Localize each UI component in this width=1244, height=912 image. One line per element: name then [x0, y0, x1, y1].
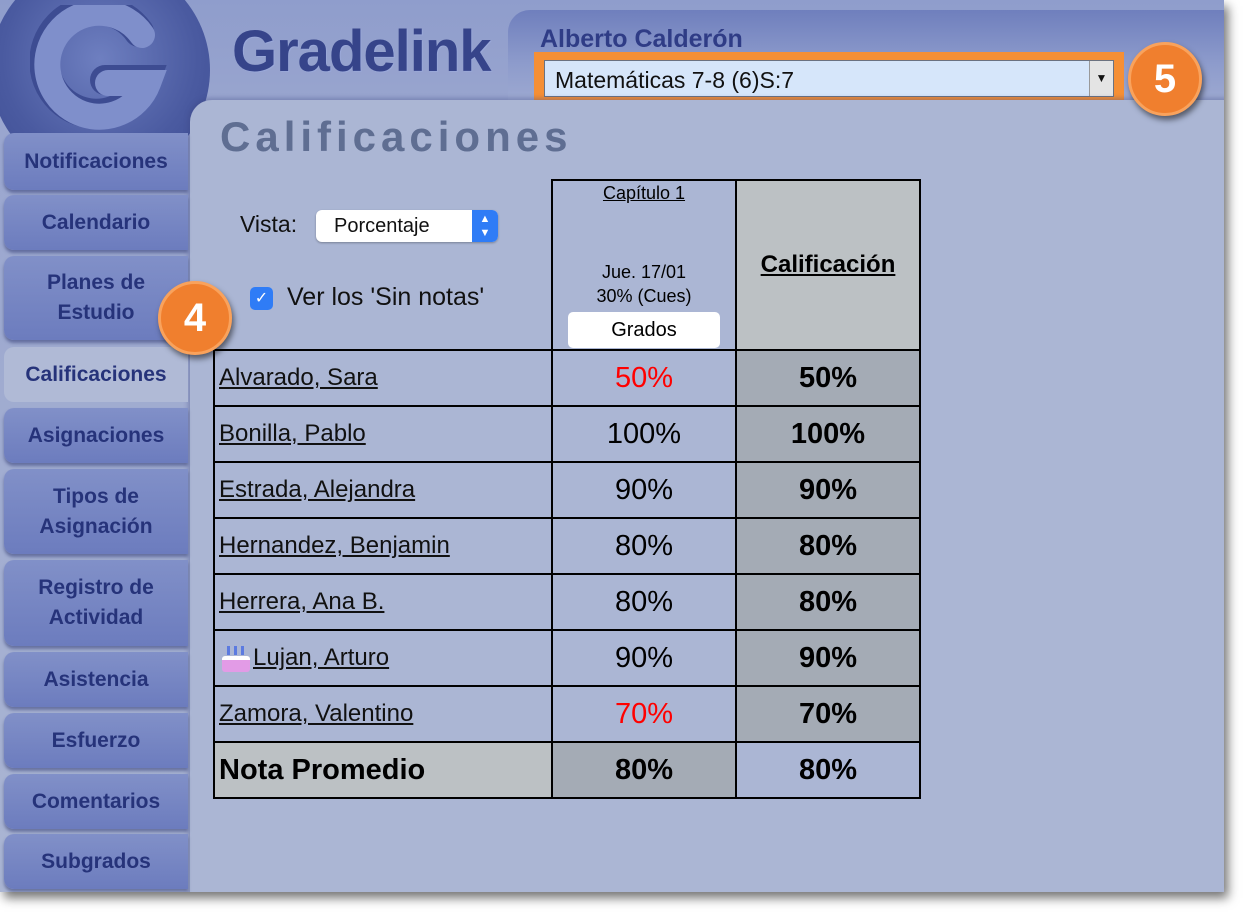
sidebar-item-subgrados[interactable]: Subgrados [4, 834, 188, 889]
brand-name: Gradelink [232, 19, 492, 84]
table-header-row: Capítulo 1 Jue. 17/01 30% (Cues) Grados C… [214, 179, 921, 351]
course-select[interactable]: Matemáticas 7-8 (6)S:7 ▼ [544, 60, 1114, 97]
sidebar-item-label: Asignaciones [27, 423, 165, 447]
student-cell: Hernandez, Benjamin [213, 517, 553, 575]
grados-button[interactable]: Grados [568, 312, 720, 348]
sidebar-item-label: Asistencia [43, 667, 149, 691]
dropdown-arrow-icon[interactable]: ▼ [1089, 61, 1113, 96]
sidebar-item-notificaciones[interactable]: Notificaciones [4, 133, 188, 190]
student-cell: Bonilla, Pablo [213, 405, 553, 463]
student-cell: Alvarado, Sara [213, 349, 553, 407]
student-name-link[interactable]: Herrera, Ana B. [219, 588, 385, 615]
final-grade: 80% [735, 573, 921, 631]
table-row: Lujan, Arturo 90% 90% [213, 629, 921, 687]
table-row: Zamora, Valentino 70% 70% [213, 685, 921, 743]
student-name-link[interactable]: Estrada, Alejandra [219, 476, 416, 503]
sidebar-item-asignaciones[interactable]: Asignaciones [4, 408, 188, 463]
table-row: Estrada, Alejandra 90% 90% [213, 461, 921, 519]
sidebar-item-label: Notificaciones [24, 149, 168, 173]
sidebar-item-registro[interactable]: Registro de Actividad [4, 560, 188, 646]
user-name: Alberto Calderón [540, 25, 743, 53]
table-row: Herrera, Ana B. 80% 80% [213, 573, 921, 631]
final-grade: 100% [735, 405, 921, 463]
student-cell: Lujan, Arturo [213, 629, 553, 687]
student-name-link[interactable]: Zamora, Valentino [219, 700, 414, 727]
student-cell: Estrada, Alejandra [213, 461, 553, 519]
assignment-score[interactable]: 50% [551, 349, 737, 407]
birthday-cake-icon [219, 644, 253, 673]
assignment-score[interactable]: 70% [551, 685, 737, 743]
sidebar-item-planes[interactable]: Planes de Estudio [4, 256, 188, 340]
sidebar-item-label: Tipos de Asignación [39, 484, 153, 538]
sidebar-item-tipos[interactable]: Tipos de Asignación [4, 469, 188, 554]
sidebar-item-label: Calificaciones [25, 362, 167, 386]
assignment-score[interactable]: 100% [551, 405, 737, 463]
grades-table: Capítulo 1 Jue. 17/01 30% (Cues) Grados C… [213, 179, 921, 799]
sidebar-item-esfuerzo[interactable]: Esfuerzo [4, 713, 188, 768]
assignment-score[interactable]: 80% [551, 573, 737, 631]
sidebar-item-label: Comentarios [31, 789, 161, 813]
student-cell: Herrera, Ana B. [213, 573, 553, 631]
assignment-header: Capítulo 1 Jue. 17/01 30% (Cues) Grados [551, 179, 737, 351]
average-label: Nota Promedio [213, 741, 553, 799]
course-value: Matemáticas 7-8 (6)S:7 [555, 67, 795, 93]
assignment-weight: 30% (Cues) [596, 286, 692, 306]
sidebar-item-label: Calendario [41, 210, 151, 234]
assignment-title-link[interactable]: Capítulo 1 [602, 183, 686, 203]
final-grade: 90% [735, 629, 921, 687]
assignment-date: Jue. 17/01 [601, 262, 687, 282]
sidebar-item-asistencia[interactable]: Asistencia [4, 652, 188, 707]
sidebar-item-label: Esfuerzo [51, 728, 141, 752]
sidebar-item-comentarios[interactable]: Comentarios [4, 774, 188, 829]
sidebar-item-label: Subgrados [41, 849, 151, 873]
course-highlight: Matemáticas 7-8 (6)S:7 ▼ [534, 52, 1124, 105]
sidebar-item-label: Registro de Actividad [38, 576, 154, 629]
table-row: Hernandez, Benjamin 80% 80% [213, 517, 921, 575]
assignment-score[interactable]: 90% [551, 461, 737, 519]
app-window: Gradelink Alberto Calderón Matemáticas 7… [0, 0, 1224, 892]
sidebar-item-label: Planes de Estudio [46, 271, 146, 324]
grade-header[interactable]: Calificación [735, 179, 921, 351]
average-score: 80% [551, 741, 737, 799]
final-grade: 90% [735, 461, 921, 519]
sidebar-item-calificaciones[interactable]: Calificaciones [4, 347, 188, 402]
sidebar-item-calendario[interactable]: Calendario [4, 195, 188, 250]
table-row: Bonilla, Pablo 100% 100% [213, 405, 921, 463]
table-row: Alvarado, Sara 50% 50% [213, 349, 921, 407]
callout-badge: 5 [1128, 42, 1202, 116]
header-blank [214, 180, 553, 351]
logo-g-mark [30, 5, 167, 130]
average-grade: 80% [735, 741, 921, 799]
final-grade: 80% [735, 517, 921, 575]
average-row: Nota Promedio 80% 80% [213, 741, 921, 799]
assignment-score[interactable]: 90% [551, 629, 737, 687]
student-name-link[interactable]: Alvarado, Sara [219, 364, 378, 391]
callout-badge: 4 [158, 281, 232, 355]
page-title: Calificaciones [220, 113, 573, 160]
final-grade: 50% [735, 349, 921, 407]
student-cell: Zamora, Valentino [213, 685, 553, 743]
student-name-link[interactable]: Bonilla, Pablo [219, 420, 366, 447]
student-name-link[interactable]: Hernandez, Benjamin [219, 532, 450, 559]
final-grade: 70% [735, 685, 921, 743]
assignment-score[interactable]: 80% [551, 517, 737, 575]
student-name-link[interactable]: Lujan, Arturo [253, 643, 390, 671]
